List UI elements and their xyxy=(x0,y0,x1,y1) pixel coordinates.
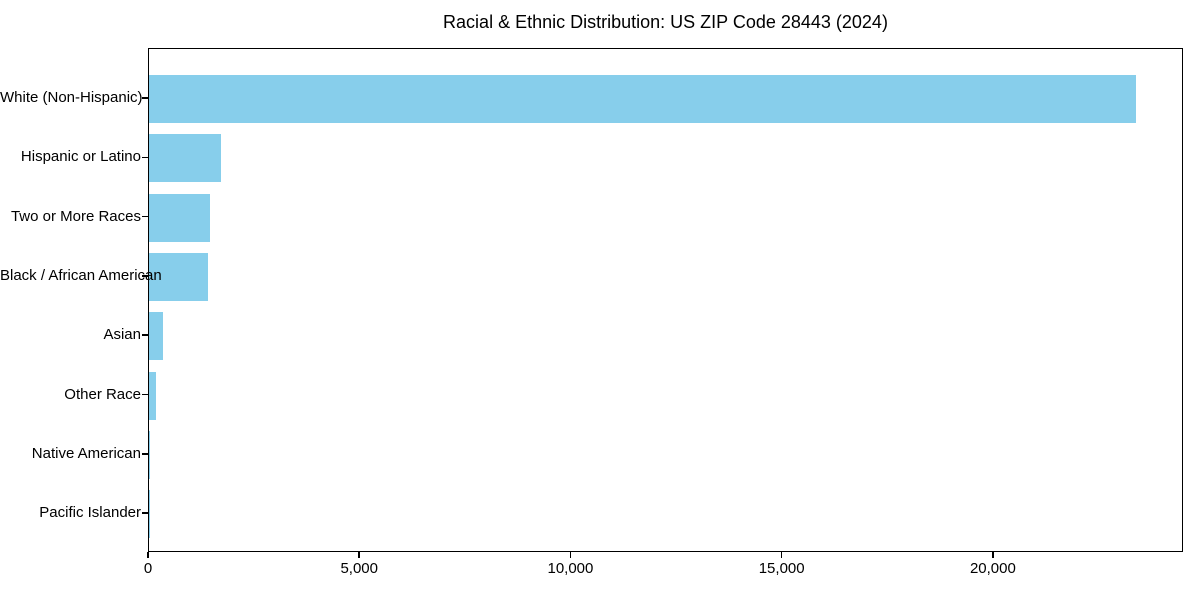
y-tick-label-two-or-more-races: Two or More Races xyxy=(10,207,141,225)
bar-two-or-more-races xyxy=(149,193,211,242)
x-tick-mark xyxy=(569,552,572,558)
y-tick-label-native-american: Native American xyxy=(31,444,141,462)
y-tick-mark xyxy=(142,334,148,336)
y-tick-label-black-african-american: Black / African American xyxy=(0,266,162,284)
x-tick-label: 10,000 xyxy=(547,560,594,577)
y-tick-label-hispanic-or-latino: Hispanic or Latino xyxy=(20,148,141,166)
y-tick-mark xyxy=(142,156,148,159)
x-tick-mark xyxy=(358,552,360,558)
x-tick-label: 0 xyxy=(143,560,153,577)
y-tick-mark xyxy=(142,215,148,218)
plot-area xyxy=(148,48,1183,552)
bar-native-american xyxy=(149,430,151,479)
x-tick-mark xyxy=(780,552,783,558)
x-tick-label: 20,000 xyxy=(969,560,1016,577)
x-tick-mark xyxy=(147,552,149,558)
bar-black-african-american xyxy=(149,252,209,301)
x-tick-label: 15,000 xyxy=(758,560,805,577)
x-tick-mark xyxy=(992,552,994,558)
y-tick-mark xyxy=(142,393,148,396)
x-tick-label: 5,000 xyxy=(340,560,378,577)
bar-asian xyxy=(149,312,163,361)
y-tick-label-pacific-islander: Pacific Islander xyxy=(39,504,141,522)
y-tick-mark xyxy=(142,512,148,514)
y-tick-label-white-non-hispanic: White (Non-Hispanic) xyxy=(0,89,143,106)
y-tick-label-asian: Asian xyxy=(103,326,141,344)
y-tick-mark xyxy=(142,97,148,99)
y-tick-mark xyxy=(142,453,148,455)
bar-hispanic-or-latino xyxy=(149,134,221,183)
bar-other-race xyxy=(149,371,156,420)
chart-title: Racial & Ethnic Distribution: US ZIP Cod… xyxy=(443,12,888,32)
y-tick-label-other-race: Other Race xyxy=(64,385,141,403)
bar-white-non-hispanic xyxy=(149,75,1136,123)
y-tick-mark xyxy=(142,275,148,277)
